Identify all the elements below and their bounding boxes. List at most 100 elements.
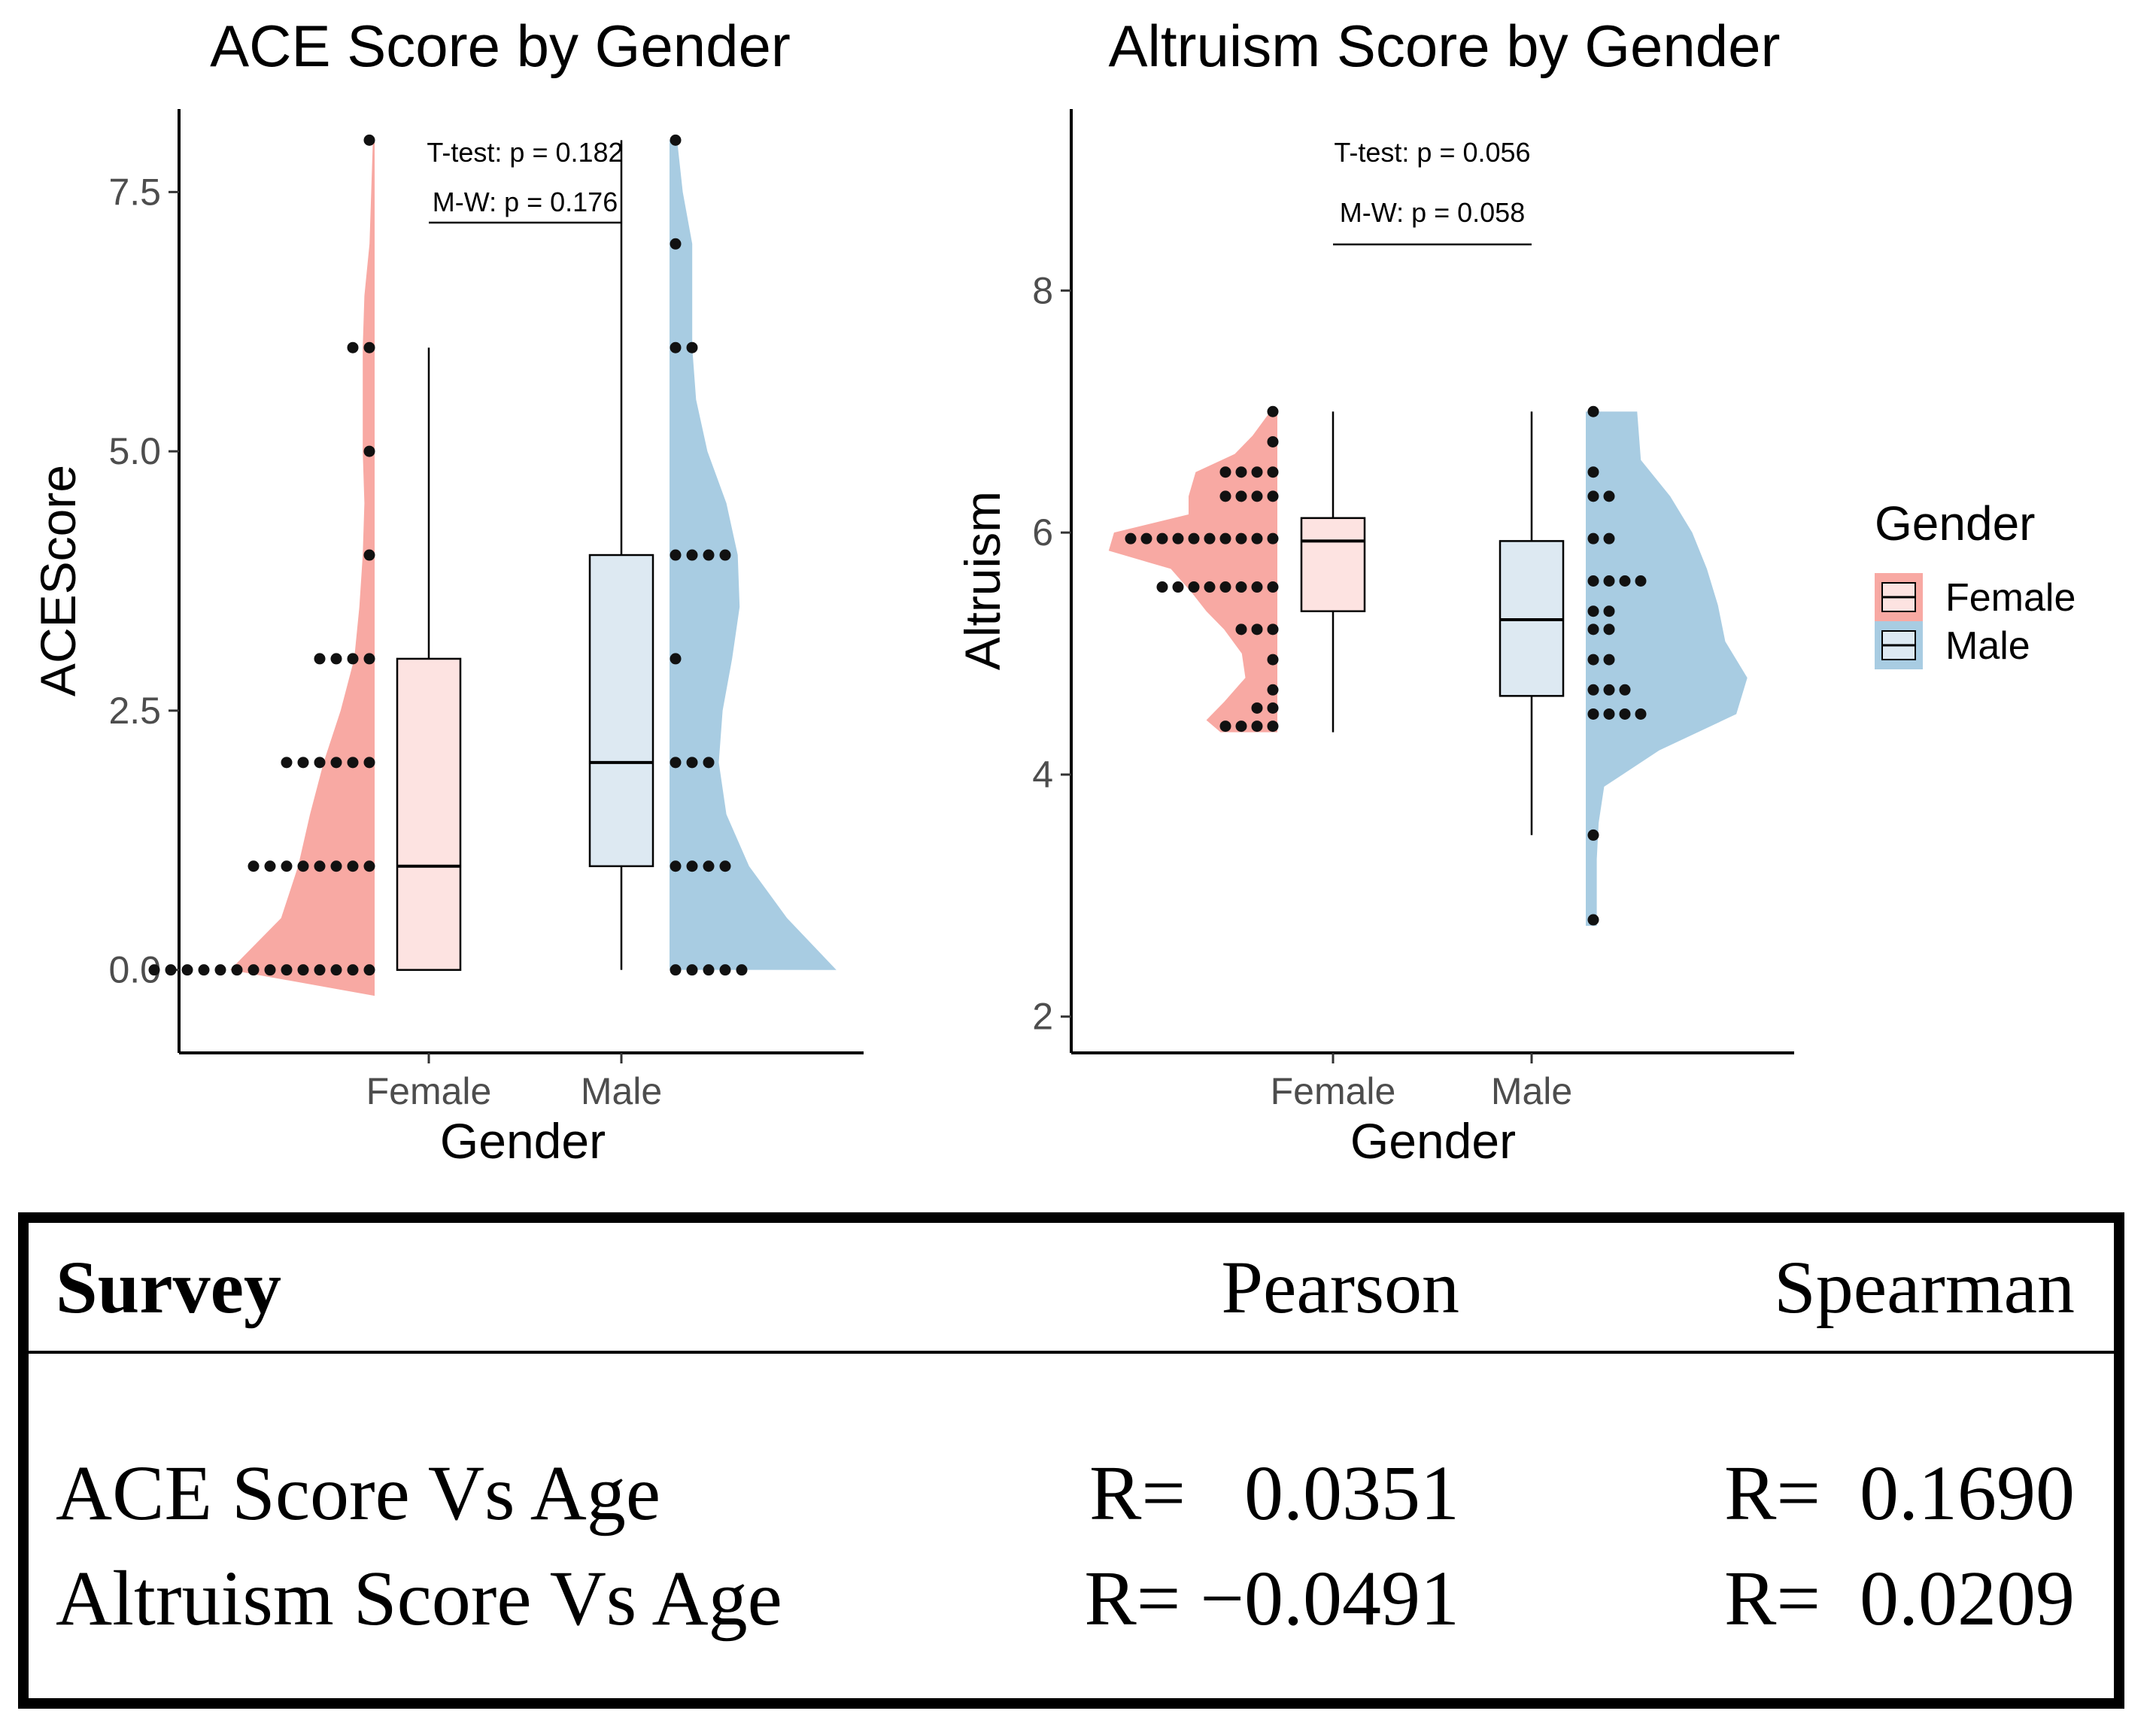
female-data-dot	[1235, 466, 1247, 478]
female-data-dot	[1267, 581, 1279, 593]
female-data-dot	[1235, 720, 1247, 733]
female-box	[1300, 517, 1366, 612]
female-data-dot	[1188, 532, 1200, 544]
female-data-dot	[1267, 654, 1279, 666]
male-data-dot	[686, 964, 698, 976]
female-data-dot	[314, 964, 326, 976]
legend-label-female: Female	[1945, 576, 2076, 620]
female-density-cloud	[1108, 411, 1277, 733]
male-data-dot	[719, 549, 731, 561]
gender-legend: Gender Female Male	[1875, 496, 2076, 669]
female-data-dot	[1219, 720, 1231, 733]
male-data-dot	[1587, 829, 1599, 841]
male-data-dot	[686, 860, 698, 872]
female-data-dot	[1267, 405, 1279, 417]
male-data-dot	[1603, 708, 1615, 720]
y-tick-label: 2.5	[108, 690, 161, 732]
y-tick-label: 7.5	[108, 171, 161, 213]
female-data-dot	[363, 964, 375, 976]
female-data-dot	[1267, 702, 1279, 714]
male-data-dot	[1587, 405, 1599, 417]
female-data-dot	[347, 757, 359, 769]
female-data-dot	[181, 964, 193, 976]
male-data-dot	[670, 134, 682, 146]
female-data-dot	[330, 757, 342, 769]
female-data-dot	[1235, 581, 1247, 593]
female-data-dot	[1267, 466, 1279, 478]
female-data-dot	[264, 964, 276, 976]
male-data-dot	[1587, 708, 1599, 720]
male-data-dot	[1587, 684, 1599, 696]
female-data-dot	[363, 757, 375, 769]
male-data-dot	[1587, 623, 1599, 635]
header-survey: Survey	[56, 1245, 281, 1329]
y-axis-title: ACEScore	[30, 465, 86, 696]
female-data-dot	[314, 653, 326, 665]
female-data-dot	[1267, 435, 1279, 447]
x-tick-label: Female	[1271, 1070, 1396, 1112]
female-data-dot	[1219, 466, 1231, 478]
female-data-dot	[1235, 532, 1247, 544]
female-data-dot	[1219, 581, 1231, 593]
female-data-dot	[1251, 490, 1263, 502]
female-data-dot	[1219, 490, 1231, 502]
male-data-dot	[670, 341, 682, 353]
male-data-dot	[703, 964, 715, 976]
female-data-dot	[1251, 466, 1263, 478]
y-tick-label: 2	[1032, 996, 1053, 1038]
female-data-dot	[198, 964, 210, 976]
male-data-dot	[686, 341, 698, 353]
t-test-annotation: T-test: p = 0.056	[1334, 137, 1530, 168]
male-data-dot	[686, 757, 698, 769]
female-data-dot	[1267, 532, 1279, 544]
chart-title: ACE Score by Gender	[210, 13, 791, 79]
male-data-dot	[686, 549, 698, 561]
female-data-dot	[363, 549, 375, 561]
y-tick-label: 4	[1032, 754, 1053, 796]
female-data-dot	[363, 445, 375, 457]
female-data-dot	[347, 860, 359, 872]
male-data-dot	[1587, 654, 1599, 666]
female-data-dot	[1235, 490, 1247, 502]
male-data-dot	[1587, 490, 1599, 502]
female-data-dot	[314, 757, 326, 769]
legend-item-male: Male	[1875, 621, 2030, 669]
male-data-dot	[719, 964, 731, 976]
y-tick-label: 8	[1032, 269, 1053, 311]
male-data-dot	[1635, 708, 1647, 720]
mann-whitney-annotation: M-W: p = 0.058	[1340, 197, 1525, 228]
female-data-dot	[363, 860, 375, 872]
female-data-dot	[247, 860, 260, 872]
female-data-dot	[363, 341, 375, 353]
female-data-dot	[314, 860, 326, 872]
male-data-dot	[1587, 575, 1599, 587]
male-data-dot	[1603, 623, 1615, 635]
female-data-dot	[165, 964, 177, 976]
y-tick-label: 5.0	[108, 430, 161, 472]
female-data-dot	[1251, 532, 1263, 544]
female-density-cloud	[229, 140, 375, 996]
female-data-dot	[1219, 532, 1231, 544]
x-tick-label: Male	[581, 1070, 662, 1112]
male-data-dot	[1603, 654, 1615, 666]
male-data-dot	[670, 757, 682, 769]
y-axis-title: Altruism	[955, 491, 1010, 670]
male-density-cloud	[1586, 411, 1748, 927]
female-data-dot	[297, 964, 309, 976]
male-data-dot	[703, 757, 715, 769]
male-data-dot	[1587, 605, 1599, 617]
female-box	[396, 657, 462, 971]
female-data-dot	[1267, 720, 1279, 733]
male-data-dot	[1587, 466, 1599, 478]
female-data-dot	[1156, 532, 1168, 544]
female-data-dot	[148, 964, 160, 976]
mann-whitney-annotation: M-W: p = 0.176	[433, 187, 618, 217]
male-data-dot	[1603, 490, 1615, 502]
row-spearman-ace: R= 0.1690	[1723, 1450, 2075, 1536]
female-data-dot	[1267, 684, 1279, 696]
male-data-dot	[1603, 532, 1615, 544]
x-axis-title: Gender	[1350, 1113, 1516, 1169]
row-label-altruism: Altruism Score Vs Age	[56, 1555, 782, 1642]
female-data-dot	[347, 341, 359, 353]
